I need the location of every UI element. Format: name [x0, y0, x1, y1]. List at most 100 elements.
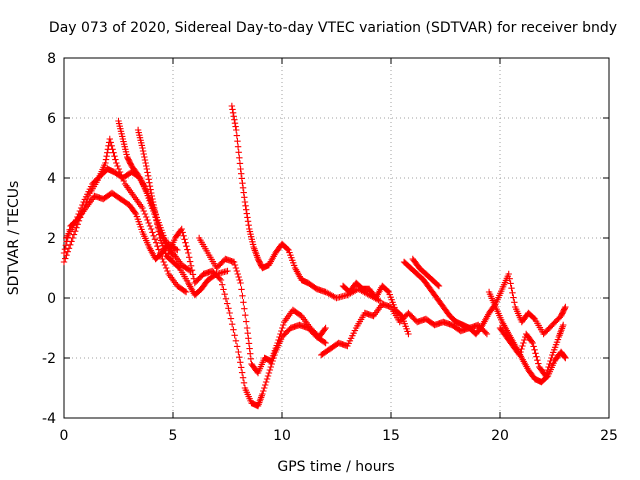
data-point [172, 245, 180, 253]
data-point [242, 206, 250, 213]
data-point [244, 218, 252, 225]
data-point [230, 113, 237, 120]
data-point [146, 222, 154, 230]
data-point [102, 159, 109, 167]
data-point [241, 194, 248, 201]
data-point [220, 286, 227, 293]
series-arc-12 [409, 255, 443, 290]
data-point [159, 255, 166, 263]
data-point [247, 355, 255, 363]
data-point [217, 276, 225, 284]
data-point [237, 359, 244, 366]
data-point [151, 204, 158, 212]
data-point [216, 275, 223, 282]
data-point [384, 287, 392, 295]
x-tick-labels: 0 5 10 15 20 25 [60, 428, 618, 444]
data-point [516, 351, 523, 359]
series-arc-2 [62, 165, 177, 260]
y-axis-label: SDTVAR / TECUs [6, 181, 22, 296]
data-point [508, 284, 515, 292]
data-point [236, 276, 243, 284]
data-point [178, 225, 185, 233]
data-point [120, 177, 127, 185]
data-point [546, 360, 553, 368]
data-point [434, 281, 442, 289]
data-point [144, 169, 151, 176]
data-point [238, 175, 246, 182]
data-point [265, 369, 273, 377]
data-point [284, 245, 291, 253]
data-point [231, 332, 238, 339]
data-point [110, 149, 117, 156]
data-point [155, 227, 162, 235]
data-point [146, 182, 154, 190]
series-arc-6 [165, 225, 329, 410]
data-point [482, 329, 489, 336]
data-point [243, 210, 251, 217]
data-point [160, 258, 167, 266]
data-point [152, 210, 159, 218]
data-point [238, 369, 246, 376]
data-point [562, 303, 569, 311]
data-point [141, 156, 149, 164]
data-point [72, 227, 79, 235]
data-point [561, 353, 568, 361]
data-point [115, 165, 123, 173]
data-point [85, 192, 93, 200]
data-point [221, 290, 228, 298]
data-point [533, 353, 540, 360]
data-point [507, 280, 514, 287]
data-point [151, 207, 159, 215]
data-point [560, 321, 567, 329]
data-point [151, 236, 159, 243]
data-point [103, 152, 110, 160]
data-point [143, 165, 151, 173]
data-point [518, 345, 525, 353]
data-point [113, 159, 120, 167]
y-tick-label: 4 [47, 171, 56, 187]
data-point [535, 360, 542, 367]
data-point [483, 330, 491, 338]
data-point [528, 338, 535, 345]
y-tick-labels: -4 -2 0 2 4 6 8 [42, 51, 56, 427]
data-point [145, 219, 152, 227]
data-point [245, 340, 253, 347]
data-point [154, 221, 161, 228]
data-point [150, 201, 157, 209]
data-point [509, 289, 516, 297]
data-point [532, 350, 539, 357]
data-point [229, 109, 237, 117]
data-point [182, 239, 189, 246]
data-point [185, 249, 192, 257]
data-point [81, 201, 89, 209]
data-point [179, 229, 186, 236]
data-point [530, 343, 537, 350]
data-point [225, 305, 232, 312]
data-point [232, 264, 240, 272]
data-point [405, 330, 412, 338]
data-point [143, 213, 150, 221]
series-arc-8 [228, 102, 384, 305]
data-point [228, 320, 236, 328]
data-point [62, 255, 69, 262]
series-arc-7 [195, 234, 329, 377]
data-point [152, 214, 160, 221]
data-point [70, 231, 78, 238]
chart-title: Day 073 of 2020, Sidereal Day-to-day VTE… [49, 20, 617, 36]
data-point [511, 299, 518, 306]
data-point [65, 245, 73, 252]
data-point [233, 343, 241, 350]
data-point [544, 366, 551, 374]
data-point [174, 246, 181, 254]
data-point [114, 162, 121, 170]
data-point [119, 174, 126, 182]
data-point [239, 179, 246, 187]
data-point [235, 348, 242, 356]
data-point [83, 198, 90, 206]
data-point [547, 357, 554, 365]
data-point [106, 135, 113, 143]
data-point [239, 292, 246, 300]
data-point [231, 261, 239, 269]
data-point [150, 232, 157, 240]
data-point [141, 153, 148, 161]
